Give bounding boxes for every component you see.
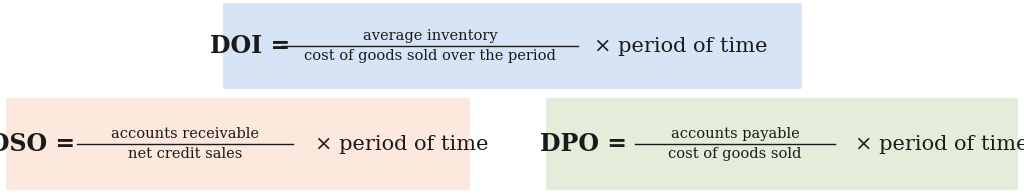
Text: DOI =: DOI = — [210, 34, 290, 58]
Text: accounts payable: accounts payable — [671, 127, 800, 141]
Text: accounts receivable: accounts receivable — [111, 127, 259, 141]
FancyBboxPatch shape — [546, 98, 1018, 190]
Text: net credit sales: net credit sales — [128, 147, 243, 161]
Text: cost of goods sold: cost of goods sold — [669, 147, 802, 161]
FancyBboxPatch shape — [223, 3, 802, 89]
Text: × period of time: × period of time — [594, 36, 768, 55]
Text: cost of goods sold over the period: cost of goods sold over the period — [304, 49, 556, 63]
Text: DPO =: DPO = — [540, 132, 627, 156]
Text: average inventory: average inventory — [362, 29, 498, 43]
Text: × period of time: × period of time — [315, 134, 488, 153]
Text: × period of time: × period of time — [855, 134, 1024, 153]
FancyBboxPatch shape — [6, 98, 470, 190]
Text: DSO =: DSO = — [0, 132, 75, 156]
